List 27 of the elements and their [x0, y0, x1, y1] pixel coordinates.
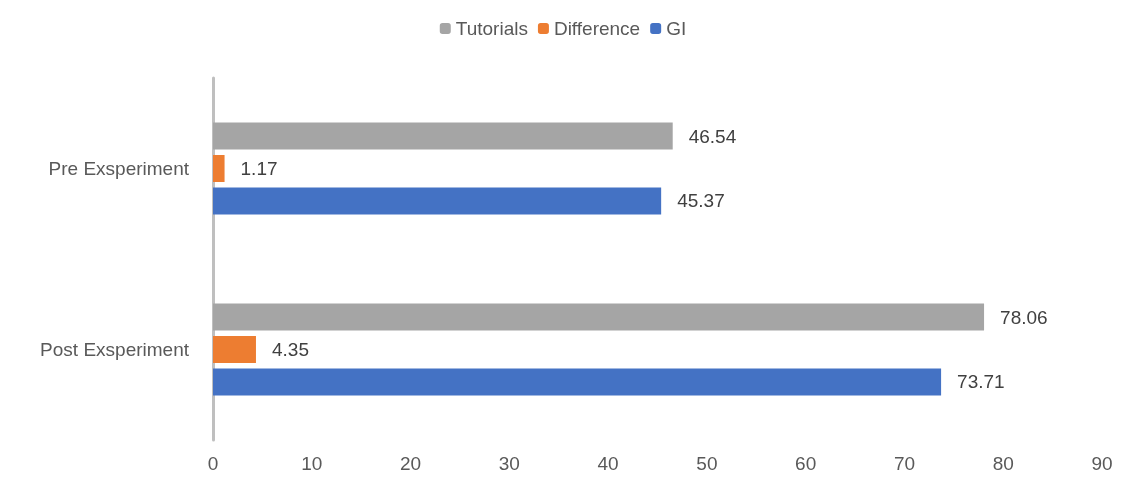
x-tick-label: 10 — [301, 453, 323, 474]
bar — [213, 122, 673, 150]
x-tick-label: 40 — [597, 453, 619, 474]
data-label: 78.06 — [1000, 306, 1048, 328]
data-label: 46.54 — [688, 125, 737, 147]
bar — [213, 336, 256, 363]
legend-label: GI — [666, 18, 687, 39]
legend-label: Difference — [553, 18, 641, 39]
y-tick-label: Post Exsperiment — [40, 339, 190, 360]
legend-label: Tutorials — [455, 18, 528, 39]
y-tick-label: Pre Exsperiment — [48, 158, 190, 179]
x-tick-label: 50 — [696, 453, 718, 474]
data-label: 73.71 — [957, 371, 1005, 393]
data-label: 1.17 — [240, 158, 278, 179]
x-tick-label: 0 — [207, 453, 219, 474]
data-label: 45.37 — [677, 190, 725, 212]
bar — [213, 303, 985, 331]
bar — [213, 155, 225, 182]
x-tick-label: 60 — [795, 453, 817, 474]
x-tick-label: 70 — [893, 453, 916, 474]
bar — [213, 368, 942, 396]
data-label: 4.35 — [271, 339, 309, 360]
x-tick-label: 80 — [992, 453, 1014, 474]
x-tick-label: 30 — [498, 453, 520, 474]
x-tick-label: 90 — [1091, 453, 1113, 474]
bar — [213, 187, 662, 215]
x-tick-label: 20 — [399, 453, 422, 474]
